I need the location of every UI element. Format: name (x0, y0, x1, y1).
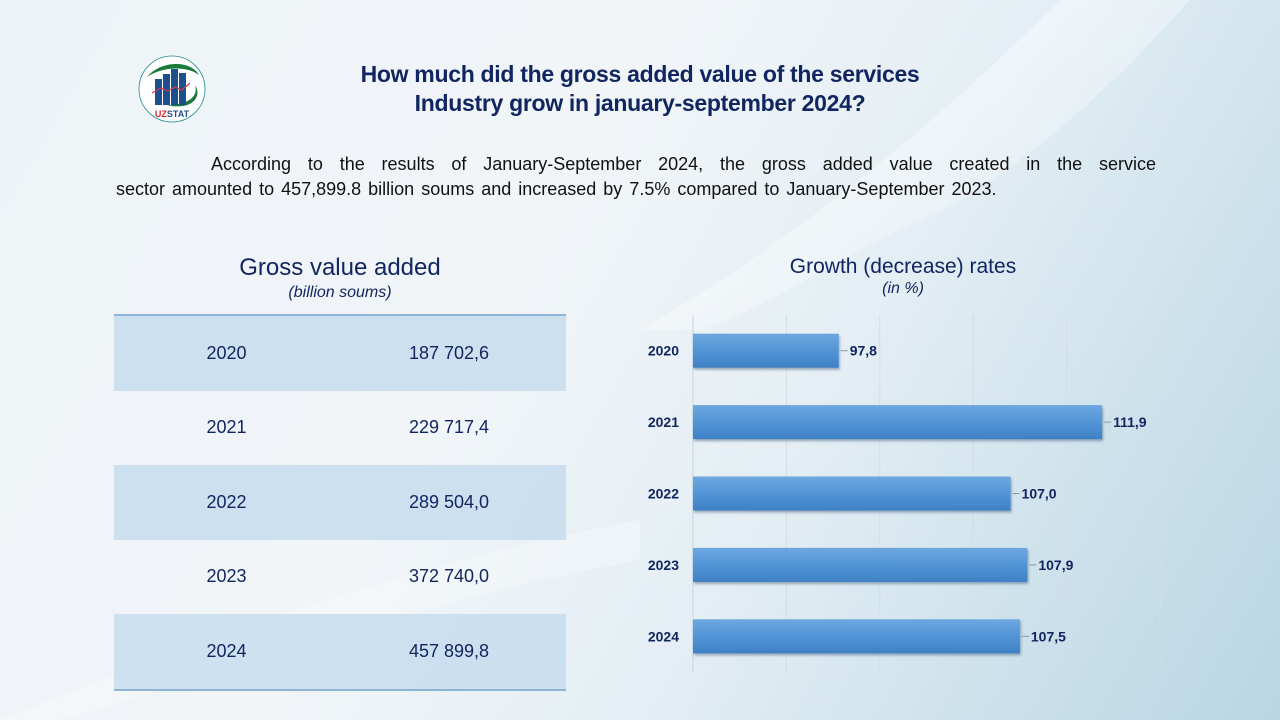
table-header: Gross value added (billion soums) (114, 254, 566, 302)
table-row: 2021 229 717,4 (114, 391, 566, 466)
bar-2020 (693, 333, 839, 368)
page-title: How much did the gross added value of th… (240, 60, 1040, 118)
gross-value-table: 2020 187 702,6 2021 229 717,4 2022 289 5… (114, 314, 566, 691)
chart-subtitle: (in %) (882, 280, 924, 297)
uzstat-logo: UZSTAT (137, 55, 207, 123)
table-value: 457 899,8 (408, 640, 490, 661)
chart-header: Growth (decrease) rates (in %) (680, 254, 1126, 298)
bar-2024 (693, 619, 1020, 654)
bar-2023 (693, 547, 1028, 582)
bar-2022 (693, 476, 1011, 511)
table-value: 289 504,0 (408, 491, 490, 512)
summary-paragraph: According to the results of January-Sept… (116, 152, 1156, 202)
table-row: 2024 457 899,8 (114, 614, 566, 689)
category-label: 2021 (648, 414, 679, 430)
data-label: 111,9 (1113, 414, 1147, 430)
table-value: 229 717,4 (408, 417, 490, 438)
category-label: 2022 (648, 486, 679, 502)
category-label: 2020 (648, 343, 679, 359)
category-label: 2024 (648, 628, 679, 644)
summary-line-2: sector amounted to 457,899.8 billion sou… (116, 179, 997, 199)
table-row: 2022 289 504,0 (114, 465, 566, 540)
table-row: 2020 187 702,6 (114, 316, 566, 391)
table-year: 2020 (206, 342, 247, 363)
table-value: 187 702,6 (408, 342, 490, 363)
table-title: Gross value added (239, 254, 441, 281)
bar-2021 (693, 405, 1103, 440)
table-subtitle: (billion soums) (288, 284, 392, 301)
category-label: 2023 (648, 557, 679, 573)
data-label: 107,9 (1038, 557, 1073, 573)
data-label: 107,5 (1031, 628, 1066, 644)
table-value: 372 740,0 (408, 566, 490, 587)
title-line-1: How much did the gross added value of th… (360, 61, 920, 87)
data-label: 97,8 (850, 343, 877, 359)
data-label: 107,0 (1022, 486, 1057, 502)
logo-text: STAT (167, 109, 190, 119)
table-year: 2023 (206, 566, 247, 587)
table-year: 2022 (206, 491, 247, 512)
chart-title: Growth (decrease) rates (789, 255, 1017, 278)
table-row: 2023 372 740,0 (114, 540, 566, 615)
svg-text:UZSTAT: UZSTAT (155, 109, 190, 119)
table-year: 2021 (206, 417, 247, 438)
summary-line-1: According to the results of January-Sept… (211, 154, 1156, 174)
title-line-2: Industry grow in january-september 2024? (414, 90, 866, 116)
table-year: 2024 (206, 640, 247, 661)
